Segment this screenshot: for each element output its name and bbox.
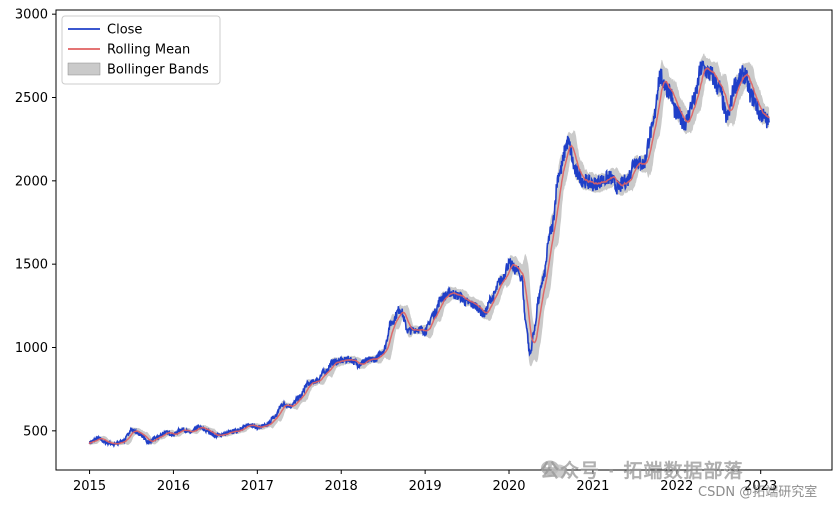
rolling-mean-series-layer [88,67,770,445]
watermark-sub-text: CSDN @拓端研究室 [698,485,818,500]
y-tick-label: 500 [23,424,48,439]
legend-label: Bollinger Bands [107,63,209,78]
y-axis: 500 1000 1500 2000 2500 3000 [15,8,56,439]
x-tick-label: 2022 [660,479,693,494]
y-tick-label: 1500 [15,258,48,273]
legend-label: Rolling Mean [107,43,190,58]
watermark-main-text: 公众号 · 拓端数据部落 [540,460,744,482]
wechat-icon [540,459,568,479]
legend-swatch-bands [67,62,101,76]
x-tick-label: 2016 [157,479,190,494]
rolling-mean-line [88,67,770,445]
legend: Close Rolling Mean Bollinger Bands [61,15,221,85]
x-tick-label: 2019 [409,479,442,494]
legend-box [61,15,221,85]
legend-label: Close [107,23,142,38]
x-tick-label: 2017 [241,479,274,494]
x-tick-label: 2020 [492,479,525,494]
x-tick-label: 2015 [73,479,106,494]
bollinger-band-layer [89,53,770,446]
y-tick-label: 3000 [15,8,48,23]
close-line [88,60,770,449]
x-axis: 2015 2016 2017 2018 2019 2020 2021 2022 2023 [73,470,777,494]
y-tick-label: 2500 [15,91,48,106]
y-tick-label: 2000 [15,174,48,189]
plot-frame [55,9,833,471]
x-tick-label: 2018 [325,479,358,494]
close-series-layer [88,60,770,449]
y-tick-label: 1000 [15,341,48,356]
bollinger-band-area [89,53,770,446]
x-tick-label: 2023 [744,479,777,494]
x-tick-label: 2021 [576,479,609,494]
